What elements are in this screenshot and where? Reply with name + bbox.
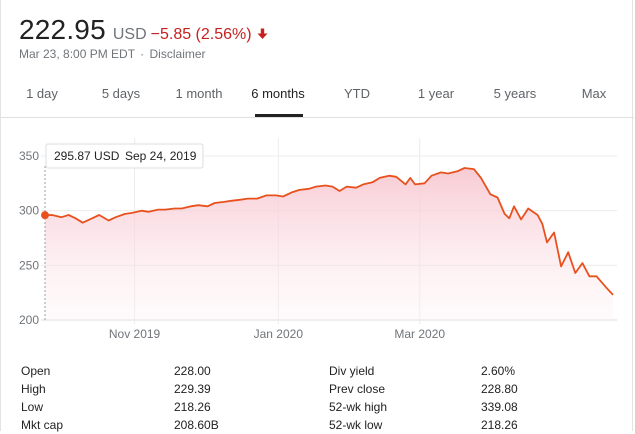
y-tick-label: 300 xyxy=(19,204,39,218)
stat-value: 339.08 xyxy=(481,400,518,414)
range-tabs: 1 day 5 days 1 month 6 months YTD 1 year… xyxy=(1,78,634,117)
disclaimer-link[interactable]: Disclaimer xyxy=(149,47,206,61)
tab-max[interactable]: Max xyxy=(581,86,607,101)
stat-prev-close: Prev close 228.80 xyxy=(329,380,619,398)
stat-low: Low 218.26 xyxy=(21,398,321,416)
price-change: −5.85 (2.56%) xyxy=(150,26,252,43)
hover-tooltip: 295.87 USD Sep 24, 2019 xyxy=(45,143,204,169)
x-tick-label: Jan 2020 xyxy=(254,327,304,341)
quote-timestamp: Mar 23, 8:00 PM EDT xyxy=(19,47,135,61)
stat-open: Open 228.00 xyxy=(21,362,321,380)
stat-label: Low xyxy=(21,400,44,414)
stat-label: Open xyxy=(21,364,51,378)
stat-label: 52-wk high xyxy=(329,400,388,414)
stat-value: 208.60B xyxy=(174,418,219,432)
price-line: 222.95 USD −5.85 (2.56%) xyxy=(19,14,268,46)
tabs-divider xyxy=(1,117,634,118)
stat-value: 2.60% xyxy=(481,364,516,378)
meta-separator: · xyxy=(140,47,145,61)
tab-1-day[interactable]: 1 day xyxy=(26,86,58,101)
stat-label: Mkt cap xyxy=(21,418,64,432)
arrow-down-icon xyxy=(257,27,268,45)
tooltip-price: 295.87 USD xyxy=(54,149,120,163)
price-area xyxy=(45,168,613,320)
x-tick-label: Mar 2020 xyxy=(394,327,445,341)
stat-label: Div yield xyxy=(329,364,375,378)
tab-5-years[interactable]: 5 years xyxy=(493,86,537,101)
quote-meta: Mar 23, 8:00 PM EDT · Disclaimer xyxy=(19,47,268,61)
tab-5-days[interactable]: 5 days xyxy=(101,86,141,101)
price-line-series xyxy=(44,167,614,296)
stat-value: 218.26 xyxy=(481,418,518,432)
tab-1-year[interactable]: 1 year xyxy=(417,86,455,101)
stat-mkt-cap: Mkt cap 208.60B xyxy=(21,416,321,434)
tab-1-month[interactable]: 1 month xyxy=(175,86,223,101)
y-tick-label: 200 xyxy=(19,313,39,327)
active-tab-indicator xyxy=(255,114,303,117)
stat-label: High xyxy=(21,382,46,396)
stat-high: High 229.39 xyxy=(21,380,321,398)
hover-point xyxy=(41,211,49,220)
stat-52wk-low: 52-wk low 218.26 xyxy=(329,416,619,434)
tab-6-months[interactable]: 6 months xyxy=(251,86,305,101)
tooltip-date: Sep 24, 2019 xyxy=(125,149,197,163)
currency-label: USD xyxy=(112,26,147,43)
price-chart[interactable]: 350 300 250 200 Nov 2019 Jan 2020 Mar 2020 295… xyxy=(1,118,634,352)
quote-header: 222.95 USD −5.85 (2.56%) Mar 23, 8:00 PM… xyxy=(19,14,268,61)
current-price: 222.95 xyxy=(19,14,106,45)
stat-value: 218.26 xyxy=(174,400,211,414)
y-tick-label: 250 xyxy=(19,258,39,272)
stat-div-yield: Div yield 2.60% xyxy=(329,362,619,380)
x-tick-label: Nov 2019 xyxy=(109,327,161,341)
tab-ytd[interactable]: YTD xyxy=(344,86,370,101)
y-tick-label: 350 xyxy=(19,149,39,163)
stat-label: Prev close xyxy=(329,382,386,396)
stat-value: 229.39 xyxy=(174,382,211,396)
stat-label: 52-wk low xyxy=(329,418,383,432)
stat-value: 228.00 xyxy=(174,364,211,378)
stat-52wk-high: 52-wk high 339.08 xyxy=(329,398,619,416)
stat-value: 228.80 xyxy=(481,382,518,396)
